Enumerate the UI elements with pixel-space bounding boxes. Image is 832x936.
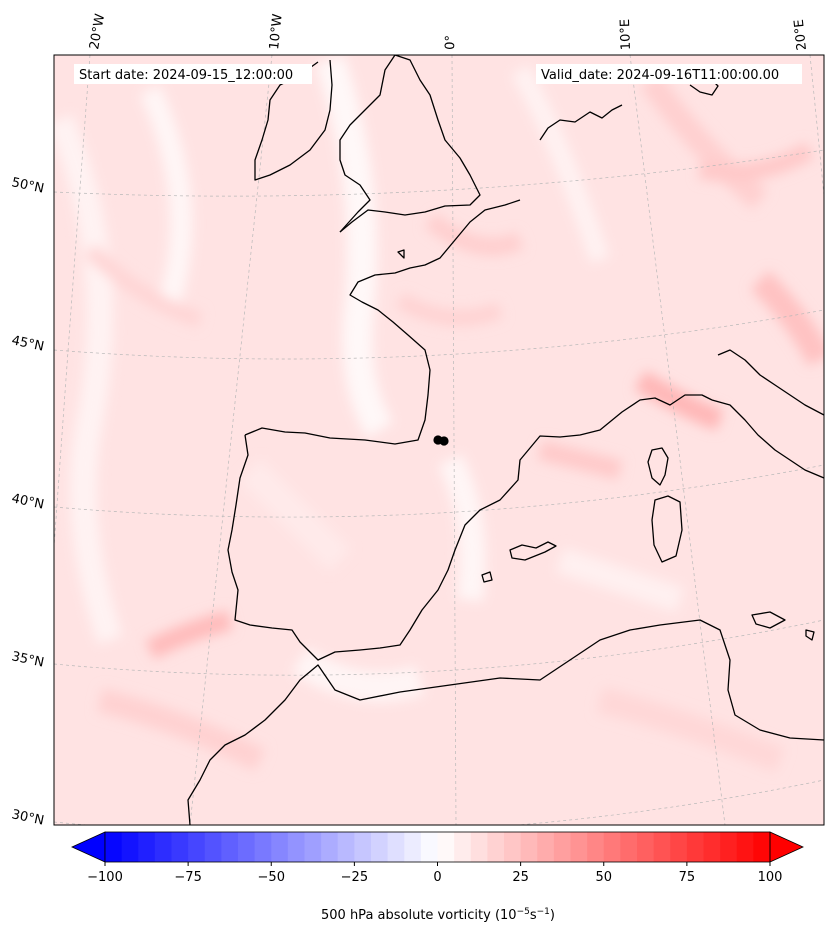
colorbar-segment [154,832,172,862]
coast-great-britain [339,55,481,233]
colorbar-segment [686,832,704,862]
valid-date-label: Valid_date: 2024-09-16T11:00:00.00 [541,68,779,83]
colorbar-extend-high [769,831,804,863]
colorbar-segment [437,832,455,862]
colorbar-ticks: −100 −75 −50 −25 0 25 50 75 100 [87,862,782,885]
colorbar-segment [587,832,605,862]
colorbar-segment [204,832,222,862]
colorbar-segment [354,832,372,862]
colorbar-segment [271,832,289,862]
start-date-box [74,64,312,84]
coast-italy [711,399,824,479]
colorbar-segment [620,832,638,862]
coast-sicily [751,611,786,629]
colorbar-segment [753,832,771,862]
coast-crete-small [805,629,815,641]
colorbar-segment [337,832,355,862]
coast-iberia-south [227,394,713,661]
coast-sardinia [651,495,683,563]
coast-ireland [254,59,333,181]
colorbar-tick-label: 25 [512,870,529,885]
longitude-labels: 20°W 10°W 0° 10°E 20°E [87,13,810,52]
colorbar-segment [287,832,305,862]
colorbar-segment [603,832,621,862]
colorbar-segment [420,832,438,862]
map-frame [53,54,825,826]
colorbar-tick-label: 0 [433,870,441,885]
colorbar-segment [454,832,472,862]
colorbar-segment [470,832,488,862]
lon-label-10e: 10°E [618,19,634,51]
colorbar: −100 −75 −50 −25 0 25 50 75 100 500 hPa absolute… [71,831,804,923]
colorbar-tick-label: 75 [679,870,696,885]
start-date-label: Start date: 2024-09-15_12:00:00 [79,68,293,83]
coast-iberia-france [244,199,521,445]
colorbar-segment [570,832,588,862]
colorbar-segment [304,832,322,862]
colorbar-segment [653,832,671,862]
colorbar-segment [720,832,738,862]
colorbar-segment [404,832,422,862]
vorticity-field [54,55,824,773]
colorbar-segment [221,832,239,862]
colorbar-tick-label: 100 [758,870,783,885]
colorbar-segment [703,832,721,862]
colorbar-segment [121,832,139,862]
colorbar-segment [371,832,389,862]
location-marker [433,435,449,446]
colorbar-extend-low [71,831,106,863]
colorbar-segment [321,832,339,862]
lat-label-35n: 35°N [10,649,45,670]
colorbar-segment [637,832,655,862]
colorbar-segment [254,832,272,862]
coast-ibiza [481,571,493,583]
valid-date-box [536,64,802,84]
lon-label-10w: 10°W [267,13,286,50]
colorbar-segment [520,832,538,862]
latitude-labels: 50°N 45°N 40°N 35°N 30°N [10,175,45,828]
graticule [54,55,824,825]
colorbar-segment [736,832,754,862]
colorbar-label: 500 hPa absolute vorticity (10−5s−1) [321,907,555,923]
colorbar-segment [138,832,156,862]
colorbar-segment [553,832,571,862]
colorbar-segment [537,832,555,862]
colorbar-tick-label: −100 [87,870,123,885]
coast-corsica [647,447,669,486]
coast-balearics [509,541,557,561]
coast-denmark [539,104,623,141]
colorbar-segment [188,832,206,862]
colorbar-tick-label: −75 [174,870,201,885]
coast-adriatic [717,349,824,416]
lon-label-0: 0° [443,35,459,50]
coast-channel-islands [397,249,405,259]
lat-label-40n: 40°N [10,491,45,512]
colorbar-segment [670,832,688,862]
colorbar-tick-label: 50 [595,870,612,885]
colorbar-tick-label: −50 [258,870,285,885]
colorbar-segment [387,832,405,862]
lat-label-50n: 50°N [10,175,45,196]
lon-label-20e: 20°E [792,18,810,51]
coast-north-africa [187,619,824,825]
lat-label-45n: 45°N [10,333,45,354]
colorbar-segment [504,832,522,862]
lat-label-30n: 30°N [10,807,45,828]
map-panel: Start date: 2024-09-15_12:00:00 Valid_da… [54,55,824,825]
colorbar-segment [487,832,505,862]
colorbar-segments [105,832,771,862]
colorbar-segment [105,832,123,862]
lon-label-20w: 20°W [87,13,108,51]
colorbar-segment [238,832,256,862]
colorbar-tick-label: −25 [341,870,368,885]
coastlines [187,55,824,825]
coast-great-britain-west [339,55,396,233]
colorbar-segment [171,832,189,862]
